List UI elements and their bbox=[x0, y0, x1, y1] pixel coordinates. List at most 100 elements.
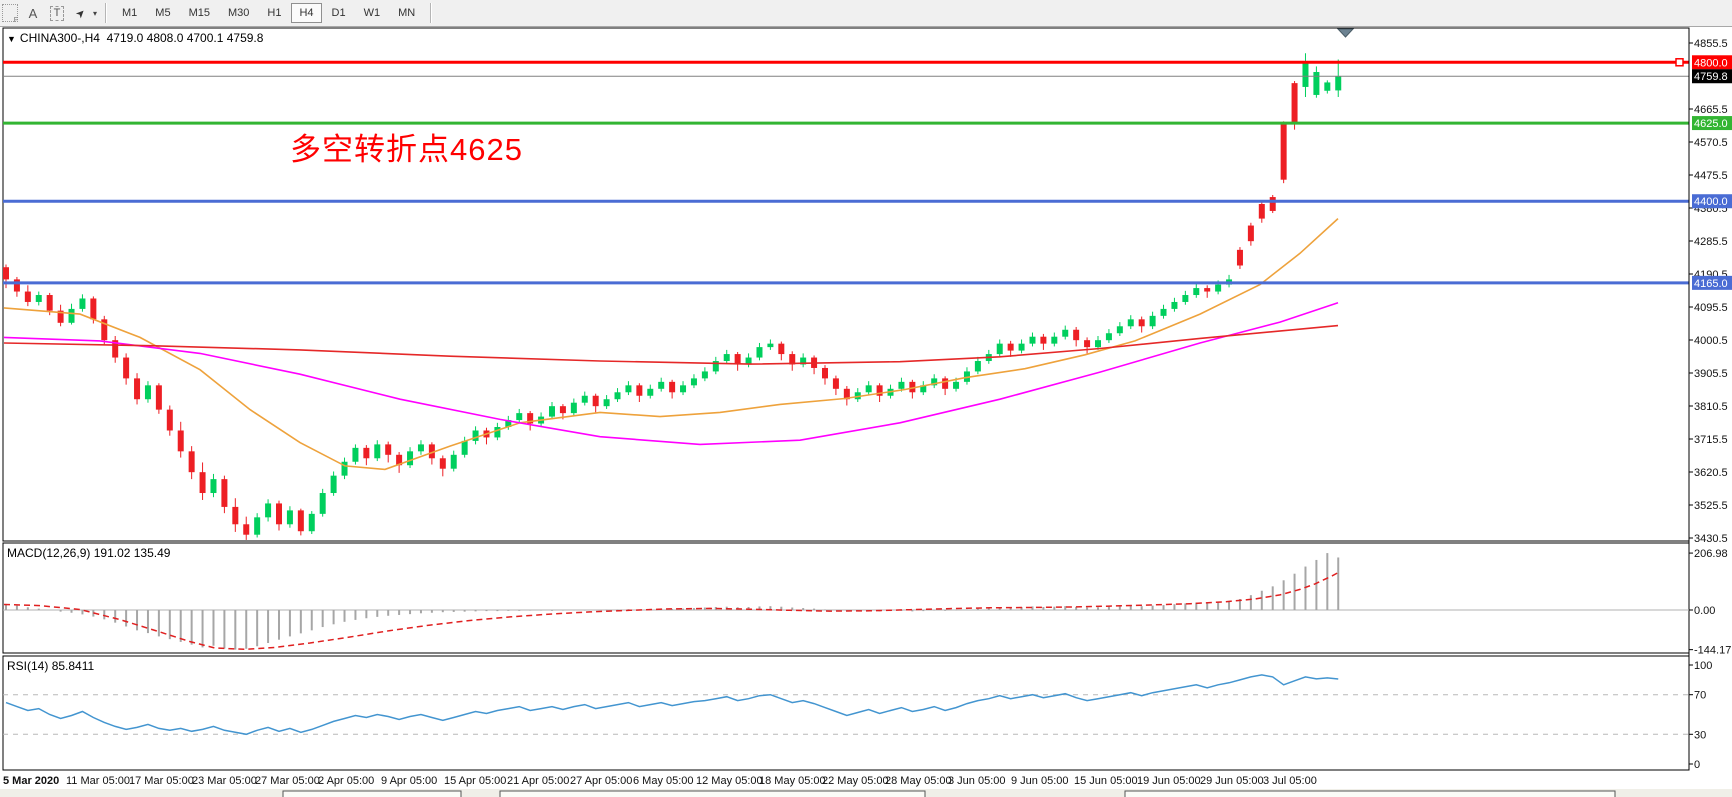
candle-body bbox=[854, 392, 861, 400]
candle-body bbox=[155, 385, 162, 410]
date-axis-label[interactable]: 15 Jun 05:00 bbox=[1074, 775, 1138, 787]
candle-body bbox=[439, 458, 446, 469]
chart-canvas[interactable]: 4855.54665.54570.54475.54380.54285.54190… bbox=[0, 27, 1732, 797]
candle-body bbox=[101, 319, 108, 341]
price-tick-label: 3810.5 bbox=[1694, 401, 1728, 413]
candle-body bbox=[1269, 197, 1276, 211]
rsi-tick-label: 30 bbox=[1694, 729, 1706, 741]
candle-body bbox=[1302, 62, 1309, 87]
candle-body bbox=[734, 354, 741, 365]
rsi-panel[interactable] bbox=[2, 655, 1690, 771]
candle-body bbox=[1018, 343, 1025, 351]
bottom-tab[interactable] bbox=[1124, 790, 1616, 797]
price-tick-label: 3525.5 bbox=[1694, 500, 1728, 512]
macd-indicator-label: MACD(12,26,9) 191.02 135.49 bbox=[7, 546, 170, 560]
date-axis-label[interactable]: 17 Mar 05:00 bbox=[129, 775, 194, 787]
date-axis-label[interactable]: 9 Jun 05:00 bbox=[1011, 775, 1069, 787]
candle-body bbox=[843, 388, 850, 400]
candle-body bbox=[276, 503, 282, 525]
slow-ma-red-line bbox=[3, 324, 1339, 365]
timeframe-button-m30[interactable]: M30 bbox=[227, 7, 250, 19]
mid-ma-magenta-line bbox=[3, 301, 1339, 446]
date-axis-label[interactable]: 23 Mar 05:00 bbox=[192, 775, 257, 787]
date-axis-label[interactable]: 18 May 05:00 bbox=[759, 775, 826, 787]
timeframe-button-m15[interactable]: M15 bbox=[188, 7, 210, 19]
date-axis-label[interactable]: 27 Mar 05:00 bbox=[255, 775, 320, 787]
date-axis-label[interactable]: 22 May 05:00 bbox=[822, 775, 889, 787]
candle-body bbox=[767, 343, 774, 348]
candle-body bbox=[177, 430, 184, 452]
date-axis-label[interactable]: 12 May 05:00 bbox=[696, 775, 763, 787]
timeframe-button-m5[interactable]: M5 bbox=[155, 7, 171, 19]
price-tick-label: 4285.5 bbox=[1694, 236, 1728, 248]
bottom-tab[interactable] bbox=[499, 790, 926, 797]
main-chart-panel[interactable] bbox=[2, 27, 1690, 542]
arrows-tool-icon[interactable]: ➤ bbox=[73, 5, 89, 21]
chart-dropdown-icon[interactable]: ▼ bbox=[7, 34, 16, 44]
timeframe-button-d1[interactable]: D1 bbox=[331, 7, 346, 19]
date-axis-label[interactable]: 2 Apr 05:00 bbox=[318, 775, 374, 787]
candle-body bbox=[1280, 124, 1287, 180]
chart-annotation-text[interactable]: 多空转折点4625 bbox=[290, 132, 523, 167]
candle-body bbox=[123, 357, 130, 379]
date-axis-label[interactable]: 28 May 05:00 bbox=[885, 775, 952, 787]
candle-body bbox=[407, 451, 414, 466]
price-badge bbox=[1692, 275, 1732, 290]
price-tick-label: 4000.5 bbox=[1694, 335, 1728, 347]
date-axis-label[interactable]: 15 Apr 05:00 bbox=[444, 775, 506, 787]
price-badge-label: 4800.0 bbox=[1694, 57, 1728, 69]
date-axis-label[interactable]: 5 Mar 2020 bbox=[3, 775, 59, 787]
timeframe-button-h1[interactable]: H1 bbox=[267, 7, 282, 19]
candle-body bbox=[363, 447, 370, 459]
date-axis-label[interactable]: 21 Apr 05:00 bbox=[507, 775, 569, 787]
date-axis-label[interactable]: 11 Mar 05:00 bbox=[66, 775, 130, 787]
candle-body bbox=[876, 385, 883, 396]
macd-panel[interactable] bbox=[2, 542, 1690, 654]
toolbar-drag-handle[interactable]: F bbox=[2, 4, 18, 24]
timeframe-button-h4[interactable]: H4 bbox=[291, 3, 322, 23]
date-axis-label[interactable]: 27 Apr 05:00 bbox=[570, 775, 632, 787]
candle-body bbox=[1171, 301, 1178, 309]
date-axis-label[interactable]: 3 Jul 05:00 bbox=[1263, 775, 1317, 787]
dropdown-caret-icon[interactable]: ▾ bbox=[93, 8, 98, 18]
scroll-to-end-marker-icon[interactable] bbox=[1336, 28, 1355, 38]
candle-body bbox=[1127, 319, 1134, 327]
candle-body bbox=[385, 444, 392, 455]
text-tool-icon[interactable]: T bbox=[46, 3, 68, 23]
candle-body bbox=[690, 378, 697, 386]
candle-body bbox=[1062, 329, 1069, 337]
candle-body bbox=[494, 427, 501, 438]
bottom-tab[interactable] bbox=[282, 790, 462, 797]
candle-body bbox=[319, 493, 326, 514]
hline-drag-handle[interactable] bbox=[1675, 58, 1684, 67]
date-axis-label[interactable]: 6 May 05:00 bbox=[633, 775, 694, 787]
candle-body bbox=[559, 406, 566, 414]
candle-body bbox=[13, 279, 20, 292]
date-axis-label[interactable]: 19 Jun 05:00 bbox=[1137, 775, 1201, 787]
candle-body bbox=[90, 298, 97, 320]
timeframe-button-w1[interactable]: W1 bbox=[363, 7, 381, 19]
candle-body bbox=[166, 409, 173, 431]
date-axis-label[interactable]: 9 Apr 05:00 bbox=[381, 775, 437, 787]
price-tick-label: 4855.5 bbox=[1694, 38, 1728, 50]
timeframe-button-mn[interactable]: MN bbox=[398, 7, 416, 19]
chart-title[interactable]: ▼ CHINA300-,H4 4719.0 4808.0 4700.1 4759.… bbox=[7, 31, 263, 45]
candle-body bbox=[756, 347, 763, 358]
rsi-line bbox=[5, 674, 1339, 736]
candle-body bbox=[297, 510, 304, 532]
candle-body bbox=[1138, 319, 1145, 327]
timeframe-button-m1[interactable]: M1 bbox=[122, 7, 138, 19]
chart-symbol-label: CHINA300-,H4 bbox=[19, 31, 100, 45]
date-axis-label[interactable]: 29 Jun 05:00 bbox=[1200, 775, 1264, 787]
candle-body bbox=[953, 381, 960, 389]
macd-tick-label: -144.17 bbox=[1694, 645, 1731, 657]
text-label-icon[interactable]: A bbox=[28, 5, 38, 21]
price-tick-label: 3430.5 bbox=[1694, 533, 1728, 545]
price-tick-label: 4665.5 bbox=[1694, 104, 1728, 116]
candle-body bbox=[778, 343, 785, 355]
candle-body bbox=[625, 385, 632, 393]
candle-body bbox=[134, 378, 141, 400]
price-tick-label: 4570.5 bbox=[1694, 137, 1728, 149]
date-axis-label[interactable]: 3 Jun 05:00 bbox=[948, 775, 1006, 787]
price-badge-label: 4625.0 bbox=[1694, 118, 1728, 130]
